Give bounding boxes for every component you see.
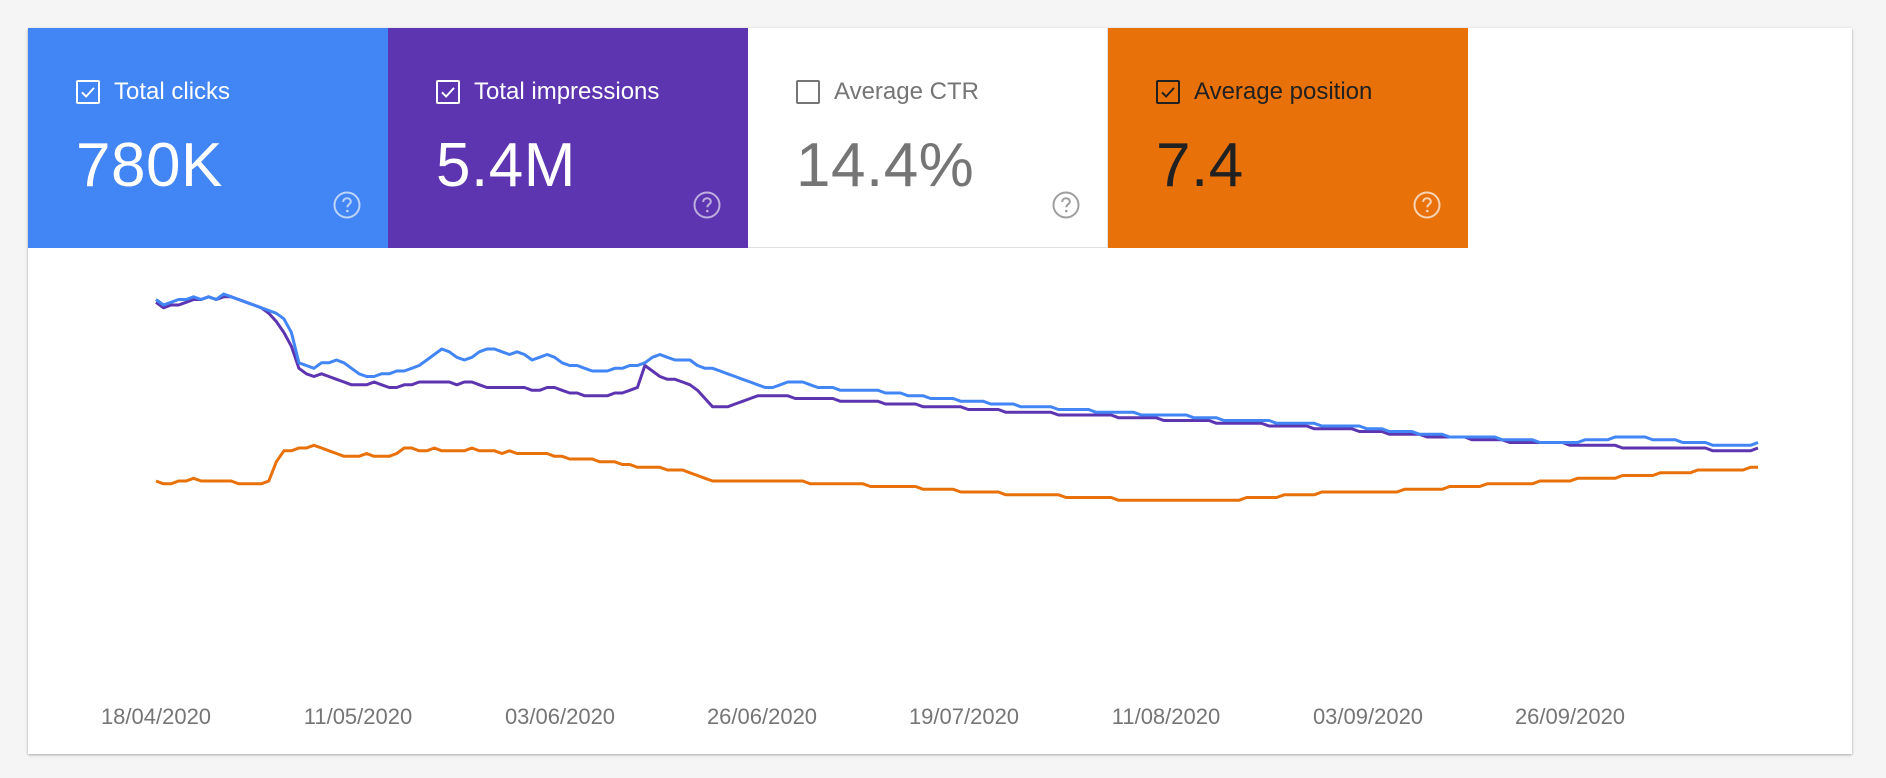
performance-card: Total clicks 780K Total impressions 5.4M: [28, 28, 1852, 754]
tile-value: 7.4: [1156, 131, 1244, 200]
tile-label: Average position: [1194, 78, 1373, 105]
line-chart: 18/04/2020 11/05/2020 03/06/2020 26/06/2020…: [101, 292, 1759, 729]
help-circle-icon[interactable]: [1412, 190, 1442, 220]
tile-value: 14.4%: [796, 131, 975, 200]
x-tick-label: 26/06/2020: [707, 704, 817, 729]
x-tick-label: 11/08/2020: [1112, 704, 1220, 729]
tile-header: Total clicks: [76, 78, 230, 106]
tile-average-ctr[interactable]: Average CTR 14.4%: [748, 28, 1108, 248]
checkbox-checked-icon[interactable]: [1156, 80, 1180, 104]
tile-total-impressions[interactable]: Total impressions 5.4M: [388, 28, 748, 248]
tile-value: 780K: [76, 131, 223, 200]
tile-label: Total clicks: [114, 78, 231, 105]
checkbox-checked-icon[interactable]: [76, 80, 100, 104]
metric-tiles: Total clicks 780K Total impressions 5.4M: [28, 28, 1468, 248]
series-line: [155, 292, 1759, 447]
tile-value: 5.4M: [436, 131, 576, 200]
help-circle-icon[interactable]: [1051, 190, 1081, 220]
tile-header: Average CTR: [796, 78, 979, 106]
tile-label: Average CTR: [834, 78, 979, 105]
x-tick-label: 11/05/2020: [304, 704, 412, 729]
series-line: [155, 443, 1758, 502]
checkbox-unchecked-icon[interactable]: [796, 80, 820, 104]
checkbox-checked-icon[interactable]: [436, 80, 460, 104]
x-tick-label: 03/06/2020: [505, 704, 615, 729]
x-tick-label: 19/07/2020: [909, 704, 1019, 729]
performance-chart: 18/04/2020 11/05/2020 03/06/2020 26/06/2020…: [28, 248, 1852, 754]
tile-header: Total impressions: [436, 78, 659, 106]
tile-label: Total impressions: [474, 78, 660, 105]
x-tick-label: 18/04/2020: [101, 704, 211, 729]
tile-header: Average position: [1156, 78, 1372, 106]
tile-total-clicks[interactable]: Total clicks 780K: [28, 28, 388, 248]
help-circle-icon[interactable]: [692, 190, 722, 220]
series-line: [155, 295, 1759, 453]
x-tick-label: 26/09/2020: [1515, 704, 1625, 729]
tile-average-position[interactable]: Average position 7.4: [1108, 28, 1468, 248]
help-circle-icon[interactable]: [332, 190, 362, 220]
x-tick-label: 03/09/2020: [1313, 704, 1423, 729]
